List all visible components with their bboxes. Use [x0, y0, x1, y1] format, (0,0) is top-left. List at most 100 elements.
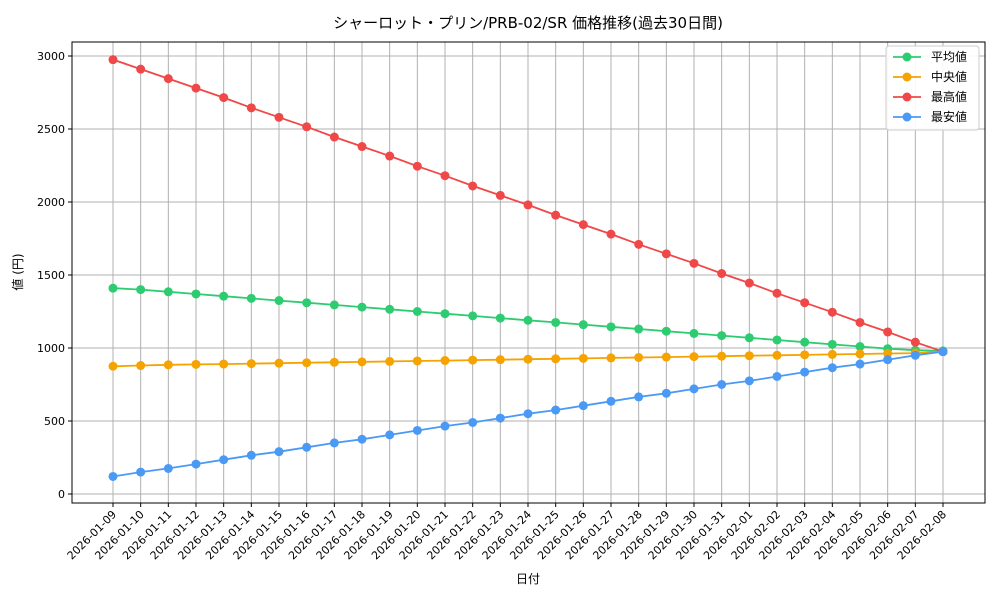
data-point [108, 283, 118, 293]
legend-label: 最安値 [931, 109, 967, 124]
data-point [661, 352, 671, 362]
data-point [551, 317, 561, 327]
data-point [274, 112, 284, 122]
data-point [108, 361, 118, 371]
y-tick-label: 3000 [37, 50, 65, 63]
data-point [302, 122, 312, 132]
data-point [108, 55, 118, 65]
legend-label: 平均値 [931, 49, 967, 64]
data-point [163, 74, 173, 84]
data-point [634, 352, 644, 362]
data-point [357, 302, 367, 312]
data-point [883, 355, 893, 365]
data-point [578, 401, 588, 411]
data-point [634, 324, 644, 334]
data-point [357, 142, 367, 152]
data-point [191, 289, 201, 299]
data-point [219, 93, 229, 103]
data-point [855, 342, 865, 352]
data-point [800, 337, 810, 347]
data-point [302, 298, 312, 308]
data-point [440, 421, 450, 431]
data-point [495, 413, 505, 423]
data-point [883, 327, 893, 337]
series-lines [108, 55, 948, 481]
data-point [827, 349, 837, 359]
data-point [246, 103, 256, 113]
data-point [744, 351, 754, 361]
data-point [412, 356, 422, 366]
data-point [440, 171, 450, 181]
grid [72, 42, 985, 503]
data-point [772, 371, 782, 381]
x-axis-label: 日付 [516, 572, 540, 586]
data-point [910, 350, 920, 360]
y-axis-label: 値 (円) [10, 253, 25, 290]
data-point [717, 331, 727, 341]
data-point [606, 396, 616, 406]
data-point [827, 363, 837, 373]
data-point [219, 359, 229, 369]
y-tick-label: 0 [58, 488, 65, 501]
data-point [219, 291, 229, 301]
legend-marker [902, 52, 912, 62]
data-point [744, 278, 754, 288]
data-point [717, 380, 727, 389]
data-point [800, 298, 810, 308]
data-point [136, 64, 146, 74]
data-point [136, 285, 146, 295]
data-point [523, 315, 533, 325]
data-point [302, 442, 312, 452]
y-axis-ticks: 0 500 1000 1500 2000 2500 3000 [37, 50, 72, 501]
data-point [108, 471, 118, 481]
data-point [744, 376, 754, 386]
data-point [855, 349, 865, 359]
data-point [661, 388, 671, 398]
data-point [689, 352, 699, 362]
data-point [191, 359, 201, 369]
data-point [385, 151, 395, 161]
data-point [191, 83, 201, 93]
x-axis-ticks: 2026-01-092026-01-102026-01-112026-01-12… [65, 503, 949, 562]
data-point [578, 353, 588, 363]
data-point [606, 229, 616, 239]
data-point [412, 425, 422, 435]
data-point [329, 357, 339, 367]
data-point [274, 358, 284, 368]
data-point [717, 351, 727, 361]
data-point [523, 354, 533, 364]
data-point [717, 269, 727, 279]
data-point [468, 181, 478, 191]
data-point [385, 430, 395, 440]
data-point [163, 463, 173, 473]
data-point [136, 467, 146, 477]
data-point [329, 300, 339, 310]
data-point [246, 359, 256, 369]
data-point [385, 304, 395, 314]
legend-label: 中央値 [931, 69, 967, 84]
data-point [412, 307, 422, 316]
data-point [827, 339, 837, 349]
data-point [329, 132, 339, 142]
y-tick-label: 1000 [37, 342, 65, 355]
chart-title: シャーロット・プリン/PRB-02/SR 価格推移(過去30日間) [333, 14, 723, 32]
legend-marker [902, 112, 912, 122]
data-point [440, 356, 450, 366]
data-point [744, 333, 754, 343]
data-point [606, 322, 616, 332]
data-point [163, 360, 173, 370]
data-point [827, 307, 837, 317]
data-point [468, 355, 478, 365]
y-tick-label: 2000 [37, 196, 65, 209]
data-point [661, 249, 671, 259]
data-point [606, 353, 616, 363]
data-point [357, 357, 367, 367]
data-point [246, 293, 256, 303]
data-point [772, 288, 782, 298]
data-point [274, 447, 284, 457]
legend-marker [902, 92, 912, 102]
data-point [551, 354, 561, 364]
data-point [938, 347, 948, 357]
data-point [468, 417, 478, 427]
